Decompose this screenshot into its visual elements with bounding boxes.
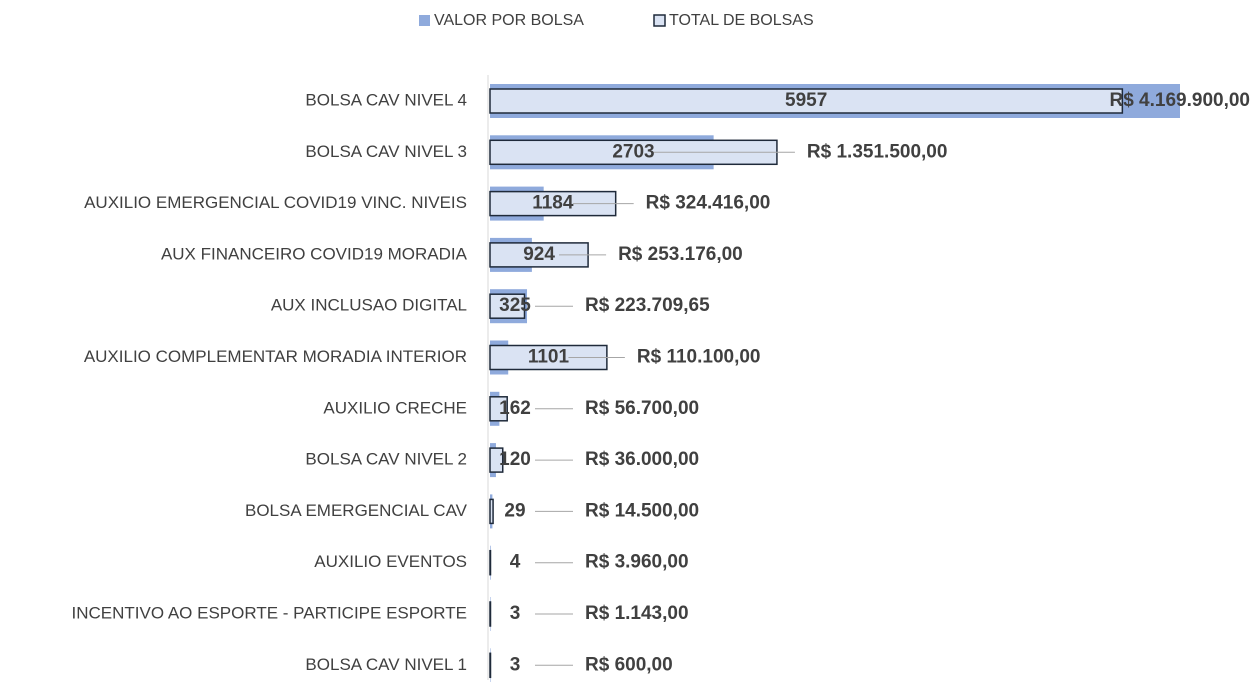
- legend-label: TOTAL DE BOLSAS: [669, 12, 814, 29]
- data-label: R$ 600,00: [585, 654, 673, 675]
- legend-swatch: [419, 15, 430, 26]
- bar: [489, 293, 526, 319]
- data-label: R$ 36.000,00: [585, 449, 699, 470]
- data-label: R$ 324.416,00: [646, 193, 771, 214]
- category-label: BOLSA CAV NIVEL 2: [305, 450, 467, 469]
- data-label: 2703: [612, 141, 654, 162]
- data-label: 1184: [532, 193, 574, 214]
- bar: [489, 396, 508, 422]
- data-label: 325: [499, 295, 531, 316]
- category-label: BOLSA CAV NIVEL 4: [305, 90, 467, 109]
- category-label: AUXILIO CRECHE: [323, 398, 467, 417]
- data-label: 29: [504, 500, 525, 521]
- bar: [489, 498, 494, 525]
- data-label: 4: [510, 552, 521, 573]
- legend-swatch: [653, 14, 666, 27]
- data-label: R$ 4.169.900,00: [1109, 90, 1250, 111]
- bar: [489, 447, 504, 473]
- category-label: BOLSA CAV NIVEL 1: [305, 655, 467, 674]
- data-label: R$ 14.500,00: [585, 500, 699, 521]
- data-label: 120: [499, 449, 531, 470]
- data-label: 3: [510, 603, 521, 624]
- data-label: 3: [510, 654, 521, 675]
- data-label: 5957: [785, 90, 827, 111]
- category-label: BOLSA EMERGENCIAL CAV: [245, 501, 468, 520]
- category-label: AUXILIO EMERGENCIAL COVID19 VINC. NIVEIS: [84, 193, 467, 212]
- data-label: R$ 110.100,00: [637, 347, 761, 368]
- data-label: R$ 1.351.500,00: [807, 141, 948, 162]
- legend-label: VALOR POR BOLSA: [434, 12, 584, 29]
- data-label: R$ 253.176,00: [618, 244, 743, 265]
- data-label: R$ 3.960,00: [585, 552, 689, 573]
- category-label: INCENTIVO AO ESPORTE - PARTICIPE ESPORTE: [72, 603, 468, 622]
- category-label: BOLSA CAV NIVEL 3: [305, 142, 467, 161]
- bar: [489, 88, 1124, 114]
- bar: [489, 549, 492, 576]
- category-label: AUX FINANCEIRO COVID19 MORADIA: [161, 244, 468, 263]
- data-label: 1101: [528, 347, 570, 368]
- category-label: AUX INCLUSAO DIGITAL: [271, 296, 467, 315]
- bar: [489, 652, 492, 679]
- data-label: 162: [499, 398, 531, 419]
- category-label: AUXILIO COMPLEMENTAR MORADIA INTERIOR: [84, 347, 467, 366]
- data-label: R$ 56.700,00: [585, 398, 699, 419]
- data-label: R$ 223.709,65: [585, 295, 710, 316]
- data-label: 924: [523, 244, 555, 265]
- data-label: R$ 1.143,00: [585, 603, 689, 624]
- bar: [489, 601, 492, 627]
- category-label: AUXILIO EVENTOS: [314, 552, 467, 571]
